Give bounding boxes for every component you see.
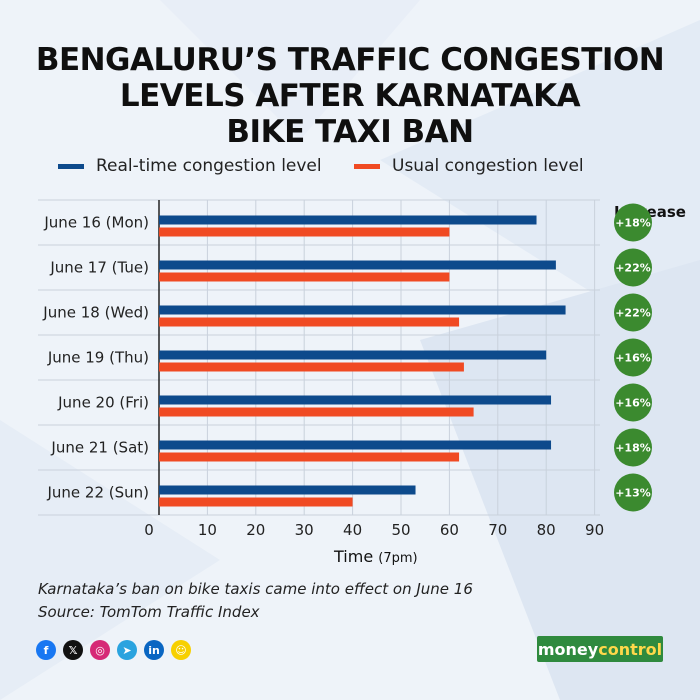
x-icon[interactable]: 𝕏 [63, 640, 83, 660]
increase-badge-label: +13% [615, 487, 651, 500]
bar-usual [159, 362, 464, 372]
x-tick-label: 0 [144, 521, 154, 539]
chart-title: BENGALURU’S TRAFFIC CONGESTION LEVELS AF… [0, 42, 700, 150]
increase-badge [614, 383, 652, 422]
increase-badge [614, 293, 652, 332]
bar-usual [159, 227, 450, 237]
increase-badge-label: +16% [615, 352, 651, 365]
title-line-1: BENGALURU’S TRAFFIC CONGESTION [35, 42, 665, 78]
legend-swatch-usual [354, 163, 380, 169]
category-label: June 21 (Sat) [50, 439, 149, 457]
increase-badge [614, 473, 652, 512]
x-axis-label: Time (7pm) [333, 547, 418, 566]
x-tick-label: 20 [246, 521, 265, 539]
title-line-3: BIKE TAXI BAN [226, 114, 474, 150]
x-tick-label: 30 [295, 521, 314, 539]
brand-part-1: money [537, 639, 599, 659]
increase-badge [614, 248, 652, 287]
increase-badge [614, 203, 652, 242]
footnote-source: Source: TomTom Traffic Index [38, 603, 260, 621]
footnote-effect: Karnataka’s ban on bike taxis came into … [38, 580, 473, 598]
x-tick-label: 90 [585, 521, 604, 539]
bar-usual [159, 272, 450, 282]
category-label: June 18 (Wed) [42, 304, 149, 322]
legend-swatch-realtime [58, 163, 84, 169]
bar-usual [159, 497, 353, 507]
social-icons: f 𝕏 ◎ ➤ in ☺ [36, 640, 191, 660]
bar-realtime [159, 215, 537, 225]
x-tick-label: 70 [488, 521, 507, 539]
category-label: June 20 (Fri) [57, 394, 149, 412]
increase-badge-label: +18% [615, 217, 651, 230]
bar-realtime [159, 350, 547, 360]
bar-realtime [159, 260, 556, 270]
increase-badge-label: +22% [615, 262, 651, 275]
legend-label-realtime: Real-time congestion level [96, 156, 322, 176]
category-label: June 16 (Mon) [43, 214, 149, 232]
x-tick-label: 10 [198, 521, 217, 539]
increase-badge [614, 428, 652, 467]
increase-badge-label: +22% [615, 307, 651, 320]
increase-badge-label: +16% [615, 397, 651, 410]
bar-usual [159, 452, 460, 462]
legend-item-realtime: Real-time congestion level [58, 156, 322, 176]
bar-realtime [159, 305, 566, 315]
legend-label-usual: Usual congestion level [392, 156, 584, 176]
telegram-icon[interactable]: ➤ [117, 640, 137, 660]
x-tick-label: 60 [440, 521, 459, 539]
moneycontrol-logo: money control [537, 636, 663, 662]
x-axis-label-suffix: (7pm) [378, 551, 417, 566]
title-line-2: LEVELS AFTER KARNATAKA [119, 78, 581, 114]
x-tick-label: 80 [537, 521, 556, 539]
snapchat-icon[interactable]: ☺ [171, 640, 191, 660]
facebook-icon[interactable]: f [36, 640, 56, 660]
instagram-icon[interactable]: ◎ [90, 640, 110, 660]
bar-usual [159, 317, 460, 327]
bar-usual [159, 407, 474, 417]
increase-badge-label: +18% [615, 442, 651, 455]
bar-realtime [159, 440, 552, 450]
bar-realtime [159, 395, 552, 405]
x-tick-label: 40 [343, 521, 362, 539]
bar-realtime [159, 485, 416, 495]
category-label: June 19 (Thu) [47, 349, 149, 367]
category-label: June 22 (Sun) [46, 484, 149, 502]
increase-badge [614, 338, 652, 377]
linkedin-icon[interactable]: in [144, 640, 164, 660]
brand-part-2: control [598, 639, 663, 659]
x-tick-label: 50 [391, 521, 410, 539]
category-label: June 17 (Tue) [49, 259, 149, 277]
legend-item-usual: Usual congestion level [354, 156, 584, 176]
